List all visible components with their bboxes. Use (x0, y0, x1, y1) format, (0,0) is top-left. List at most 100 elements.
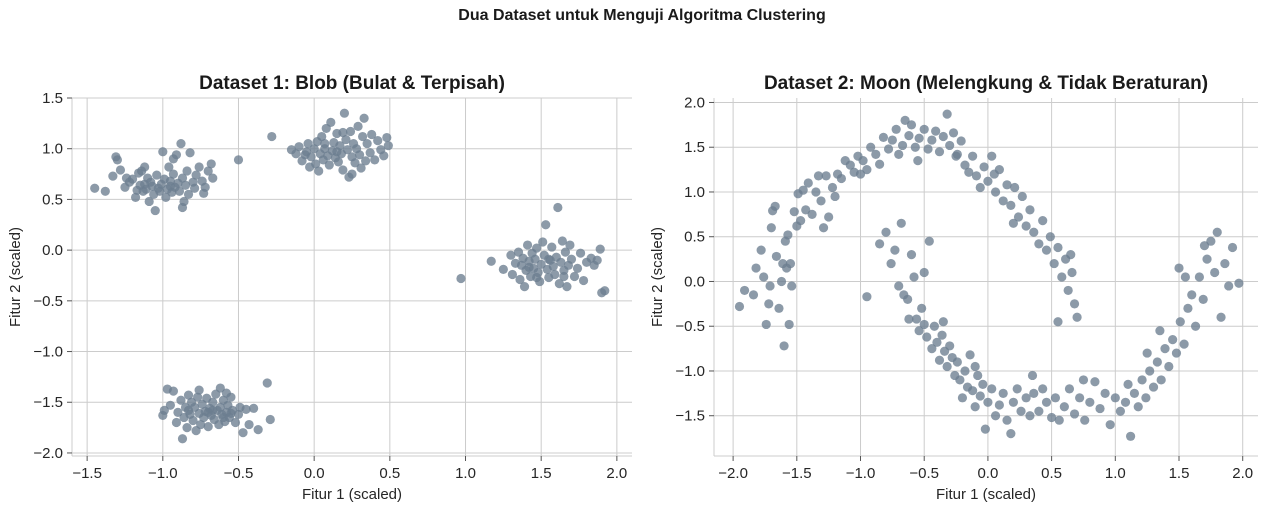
chart-2-point (1194, 272, 1204, 282)
chart-1-point (562, 282, 572, 292)
chart-2-point (897, 140, 908, 151)
chart-1-point (291, 149, 301, 159)
chart-2-point (896, 218, 906, 228)
chart-2-point (766, 223, 776, 233)
chart-1-point (230, 417, 241, 428)
chart-2-point (1100, 388, 1110, 398)
chart-1-point (168, 154, 179, 164)
chart-2-point (813, 171, 824, 181)
chart-1-point (354, 150, 365, 160)
chart-2-point (906, 120, 917, 130)
chart-1-point (553, 202, 563, 213)
chart-2-point (1049, 258, 1059, 269)
chart-1-point (183, 189, 194, 199)
chart-2-point (1175, 317, 1185, 327)
chart-2-point (942, 361, 952, 372)
chart-1-point (100, 186, 110, 196)
chart-1-point (536, 259, 546, 269)
chart-2-point (751, 263, 761, 273)
chart-1-point (359, 113, 369, 123)
chart-2-point (979, 162, 989, 172)
chart-1-point (241, 404, 251, 414)
chart-2-point (811, 187, 821, 197)
chart-1-point (140, 179, 150, 189)
chart-2-point (938, 131, 948, 142)
chart-2-point (965, 350, 975, 360)
chart-1-point (244, 419, 254, 430)
chart-2-point (759, 272, 769, 282)
chart-2-point (1002, 180, 1012, 190)
chart-1-point (132, 185, 142, 195)
chart-1-point (249, 403, 259, 413)
chart-2-point (1095, 403, 1105, 414)
chart-2-point (783, 230, 793, 240)
chart-1-point (522, 240, 533, 250)
chart-1-point (144, 196, 154, 207)
chart-2-y-tick-label: 0.0 (684, 273, 705, 290)
chart-2-point (845, 160, 855, 170)
chart-1-point (182, 423, 192, 433)
chart-1-point (515, 274, 525, 285)
chart-1-x-tick-label: 0.5 (379, 465, 400, 482)
chart-1-point (165, 400, 175, 410)
chart-2-point (1025, 411, 1035, 421)
chart-2-point (1008, 218, 1018, 228)
chart-2-point (789, 207, 799, 217)
chart-1-point (112, 155, 123, 165)
chart-1-point (575, 248, 586, 258)
chart-2-point (1012, 384, 1022, 394)
chart-2-point (952, 357, 962, 367)
chart-2-x-tick-label: −1.0 (846, 465, 876, 482)
chart-2-point (894, 281, 904, 291)
chart-2-point (975, 182, 985, 193)
chart-1-x-axis-label: Fitur 1 (scaled) (302, 486, 402, 503)
chart-2-title: Dataset 2: Moon (Melengkung & Tidak Bera… (764, 73, 1208, 94)
chart-2-point (911, 314, 922, 324)
chart-2-point (818, 223, 829, 233)
chart-2-x-tick-label: 1.5 (1169, 465, 1190, 482)
chart-2-point (866, 142, 876, 152)
chart-2-point (1234, 278, 1244, 288)
chart-2-point (998, 388, 1008, 398)
chart-1-point (294, 142, 304, 152)
chart-2-point (1002, 415, 1012, 425)
chart-2-x-axis-label: Fitur 1 (scaled) (936, 486, 1036, 503)
chart-2-point (945, 140, 955, 151)
chart-1-point (130, 192, 141, 202)
chart-2-point (774, 303, 784, 313)
chart-1-point (177, 202, 188, 213)
chart-1-y-tick-label: 1.5 (42, 90, 63, 107)
chart-2-y-tick-label: 2.0 (684, 94, 705, 111)
chart-1-point (203, 166, 213, 176)
chart-1-point (557, 236, 567, 246)
chart-2-point (983, 176, 993, 186)
chart-2-point (1129, 388, 1140, 398)
chart-1-point (559, 271, 569, 282)
chart-1-point (176, 139, 186, 149)
chart-2-point (1199, 241, 1210, 251)
chart-1-point (317, 131, 327, 142)
chart-2-point (922, 332, 932, 342)
chart-1-y-tick-label: 0.0 (42, 242, 63, 259)
chart-1-point (238, 428, 248, 438)
chart-2-point (890, 245, 900, 255)
chart-2-x-tick-label: −0.5 (909, 465, 939, 482)
chart-2-point (1190, 321, 1201, 331)
chart-1-y-tick-label: −1.5 (33, 394, 63, 411)
chart-2-point (756, 245, 766, 255)
chart-2-point (1050, 393, 1061, 403)
chart-2-point (937, 330, 947, 340)
chart-1-point (191, 170, 201, 180)
chart-1-point (519, 282, 530, 292)
chart-1-point (171, 417, 182, 428)
chart-1-point (173, 407, 183, 417)
chart-2-point (932, 337, 942, 347)
chart-2-point (855, 169, 866, 179)
chart-2-y-tick-label: −1.0 (675, 363, 705, 380)
chart-2-point (1006, 200, 1016, 210)
chart-2-point (1080, 415, 1090, 425)
chart-1-point (595, 244, 605, 254)
chart-1-point (356, 163, 366, 173)
chart-1-x-tick-label: −1.0 (148, 465, 178, 482)
chart-2-point (1160, 344, 1170, 354)
